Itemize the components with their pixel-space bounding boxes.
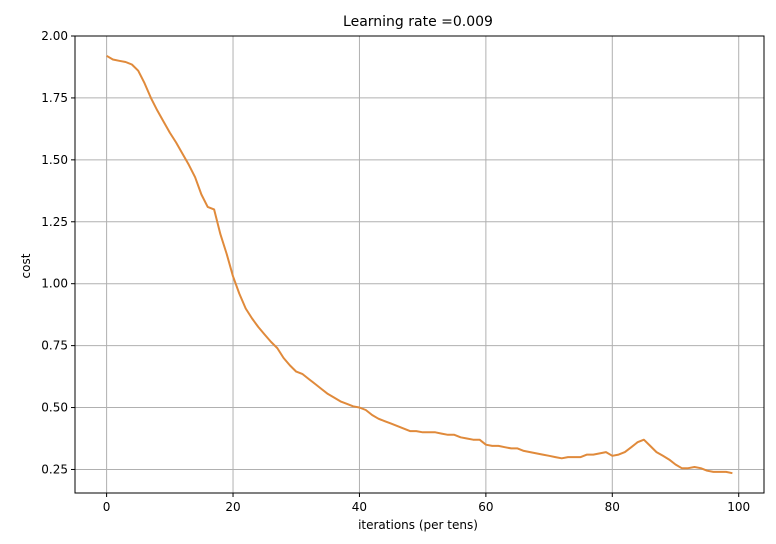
x-tick-label: 20 bbox=[225, 500, 240, 514]
x-tick-label: 40 bbox=[352, 500, 367, 514]
y-tick-label: 0.50 bbox=[41, 401, 68, 415]
y-tick-label: 1.25 bbox=[41, 215, 68, 229]
y-tick-label: 1.50 bbox=[41, 153, 68, 167]
x-tick-label: 80 bbox=[605, 500, 620, 514]
y-tick-label: 0.75 bbox=[41, 339, 68, 353]
x-tick-label: 0 bbox=[103, 500, 111, 514]
y-tick-label: 2.00 bbox=[41, 29, 68, 43]
chart-title: Learning rate =0.009 bbox=[343, 14, 493, 30]
x-axis-label: iterations (per tens) bbox=[358, 518, 478, 532]
x-tick-label: 100 bbox=[727, 500, 750, 514]
plot-frame bbox=[74, 35, 765, 494]
x-tick-label: 60 bbox=[478, 500, 493, 514]
grid bbox=[75, 35, 764, 493]
x-axis-ticks: 0 20 40 60 80 100 bbox=[103, 493, 750, 514]
series-line-layer bbox=[106, 54, 733, 475]
y-axis-label: cost bbox=[19, 253, 33, 278]
cost-series-line bbox=[106, 54, 733, 475]
y-axis-ticks: 0.25 0.50 0.75 1.00 1.25 1.50 1.75 2.00 bbox=[41, 29, 75, 476]
y-tick-label: 1.00 bbox=[41, 277, 68, 291]
y-tick-label: 1.75 bbox=[41, 91, 68, 105]
y-tick-label: 0.25 bbox=[41, 462, 68, 476]
